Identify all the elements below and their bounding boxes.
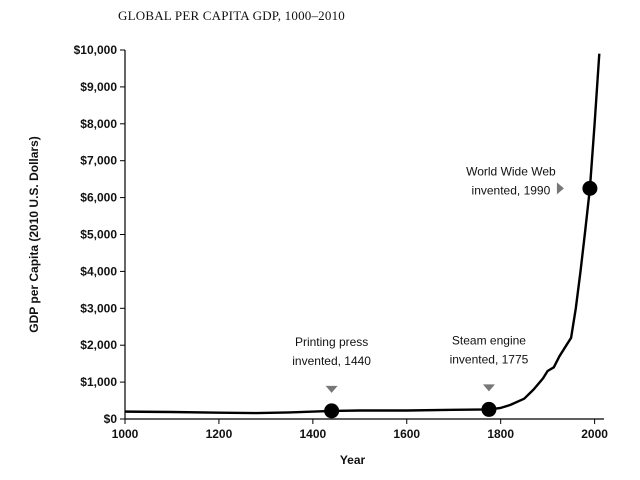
- annotation-arrow-right: [556, 182, 564, 195]
- x-tick-label: 1800: [487, 427, 514, 441]
- y-tick-label: $9,000: [80, 80, 117, 94]
- event-marker: [582, 180, 598, 196]
- chart-title: GLOBAL PER CAPITA GDP, 1000–2010: [118, 8, 345, 23]
- annotation-text: World Wide Web: [466, 164, 556, 178]
- x-tick-label: 2000: [581, 427, 608, 441]
- annotation-text: Steam engine: [452, 333, 526, 347]
- x-tick-label: 1200: [206, 427, 233, 441]
- annotation-arrow-down: [325, 385, 338, 393]
- y-tick-label: $2,000: [80, 338, 117, 352]
- y-tick-label: $3,000: [80, 301, 117, 315]
- x-tick-label: 1000: [112, 427, 139, 441]
- annotation-text: invented, 1775: [450, 352, 529, 366]
- y-tick-label: $7,000: [80, 154, 117, 168]
- annotation-text: invented, 1990: [472, 183, 551, 197]
- y-tick-label: $10,000: [74, 43, 118, 57]
- y-tick-label: $0: [104, 412, 118, 426]
- x-tick-label: 1400: [299, 427, 326, 441]
- y-tick-label: $6,000: [80, 191, 117, 205]
- event-marker: [324, 403, 340, 419]
- x-tick-label: 1600: [393, 427, 420, 441]
- y-tick-label: $4,000: [80, 264, 117, 278]
- annotation-text: Printing press: [295, 335, 368, 349]
- annotation-arrow-down: [482, 384, 495, 392]
- event-marker: [481, 401, 497, 417]
- y-axis-title: GDP per Capita (2010 U.S. Dollars): [27, 136, 41, 333]
- x-axis-title: Year: [340, 453, 366, 467]
- gdp-series-line: [124, 53, 601, 415]
- y-tick-label: $8,000: [80, 117, 117, 131]
- y-tick-label: $1,000: [80, 375, 117, 389]
- annotation-text: invented, 1440: [292, 354, 371, 368]
- y-tick-label: $5,000: [80, 228, 117, 242]
